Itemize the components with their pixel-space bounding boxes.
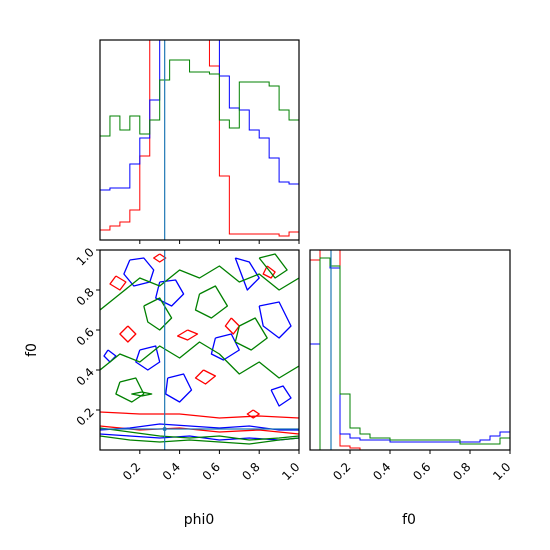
contour-17 bbox=[210, 333, 240, 361]
hist-phi0-panel bbox=[99, 39, 300, 244]
contour-19 bbox=[165, 373, 193, 403]
f0-x-ticklabel-0: 0.2 bbox=[330, 460, 353, 483]
contour-16 bbox=[234, 257, 260, 291]
hist-f0-series-1 bbox=[310, 257, 510, 443]
phi0-x-ticklabel-0: 0.2 bbox=[120, 460, 143, 483]
contour-29 bbox=[258, 253, 288, 279]
hist-phi0-series-1 bbox=[100, 40, 299, 191]
contour-23 bbox=[100, 265, 299, 311]
contour-3 bbox=[100, 433, 299, 441]
contour-21 bbox=[103, 349, 117, 363]
phi0-x-ticklabel-2: 0.6 bbox=[200, 460, 223, 483]
f0-x-ticklabel-4: 1.0 bbox=[490, 460, 513, 483]
hist-f0-series-2 bbox=[310, 257, 510, 450]
hist-phi0-frame bbox=[99, 39, 300, 241]
f0-y-ticklabel-0: 0.2 bbox=[74, 405, 97, 428]
contour-22 bbox=[270, 385, 292, 407]
phi0-x-ticklabel-3: 0.8 bbox=[239, 460, 262, 483]
contour-27 bbox=[234, 317, 268, 351]
truth-point-2d bbox=[162, 427, 167, 431]
hist-phi0-series-2 bbox=[100, 59, 299, 137]
contour-15 bbox=[155, 279, 185, 307]
f0-x-ticklabel-2: 0.6 bbox=[410, 460, 433, 483]
hist-phi0-series-0 bbox=[100, 40, 299, 237]
contour-9 bbox=[119, 325, 137, 343]
f0-x-ticklabel-3: 0.8 bbox=[450, 460, 473, 483]
contour-4 bbox=[100, 427, 299, 441]
f0-y-ticklabel-4: 1.0 bbox=[74, 245, 97, 268]
y-axis-label-f0: f0 bbox=[24, 343, 40, 357]
contour-8 bbox=[176, 329, 199, 341]
hist-f0-panel: 0.2 0.4 0.6 0.8 1.0 bbox=[309, 249, 514, 483]
f0-y-ticklabel-2: 0.6 bbox=[74, 325, 97, 348]
contour-10 bbox=[194, 369, 217, 385]
hist-f0-frame bbox=[309, 249, 511, 451]
contour-6 bbox=[109, 275, 127, 291]
density-2d-panel: 0.2 0.4 0.6 0.8 1.0 0.2 0.4 0.6 0.8 1.0 bbox=[74, 245, 303, 483]
density-2d-frame bbox=[99, 249, 300, 451]
contour-20 bbox=[258, 301, 292, 339]
contour-30 bbox=[131, 391, 153, 397]
f0-y-ticklabel-3: 0.8 bbox=[74, 285, 97, 308]
contour-7 bbox=[224, 317, 240, 335]
phi0-x-ticklabel-1: 0.4 bbox=[160, 460, 183, 483]
contour-28 bbox=[115, 377, 145, 403]
x-axis-label-phi0: phi0 bbox=[184, 512, 215, 528]
contour-5 bbox=[100, 435, 299, 445]
contour-11 bbox=[246, 409, 260, 419]
contour-24 bbox=[100, 341, 299, 379]
contour-13 bbox=[153, 253, 167, 263]
contour-0 bbox=[100, 411, 299, 419]
phi0-x-ticklabel-4: 1.0 bbox=[279, 460, 302, 483]
contour-25 bbox=[143, 297, 173, 331]
x-axis-label-f0: f0 bbox=[402, 512, 416, 528]
f0-x-ticklabel-1: 0.4 bbox=[370, 460, 393, 483]
f0-y-ticklabel-1: 0.4 bbox=[74, 365, 97, 388]
contour-26 bbox=[194, 285, 229, 319]
contour-12 bbox=[262, 265, 276, 279]
